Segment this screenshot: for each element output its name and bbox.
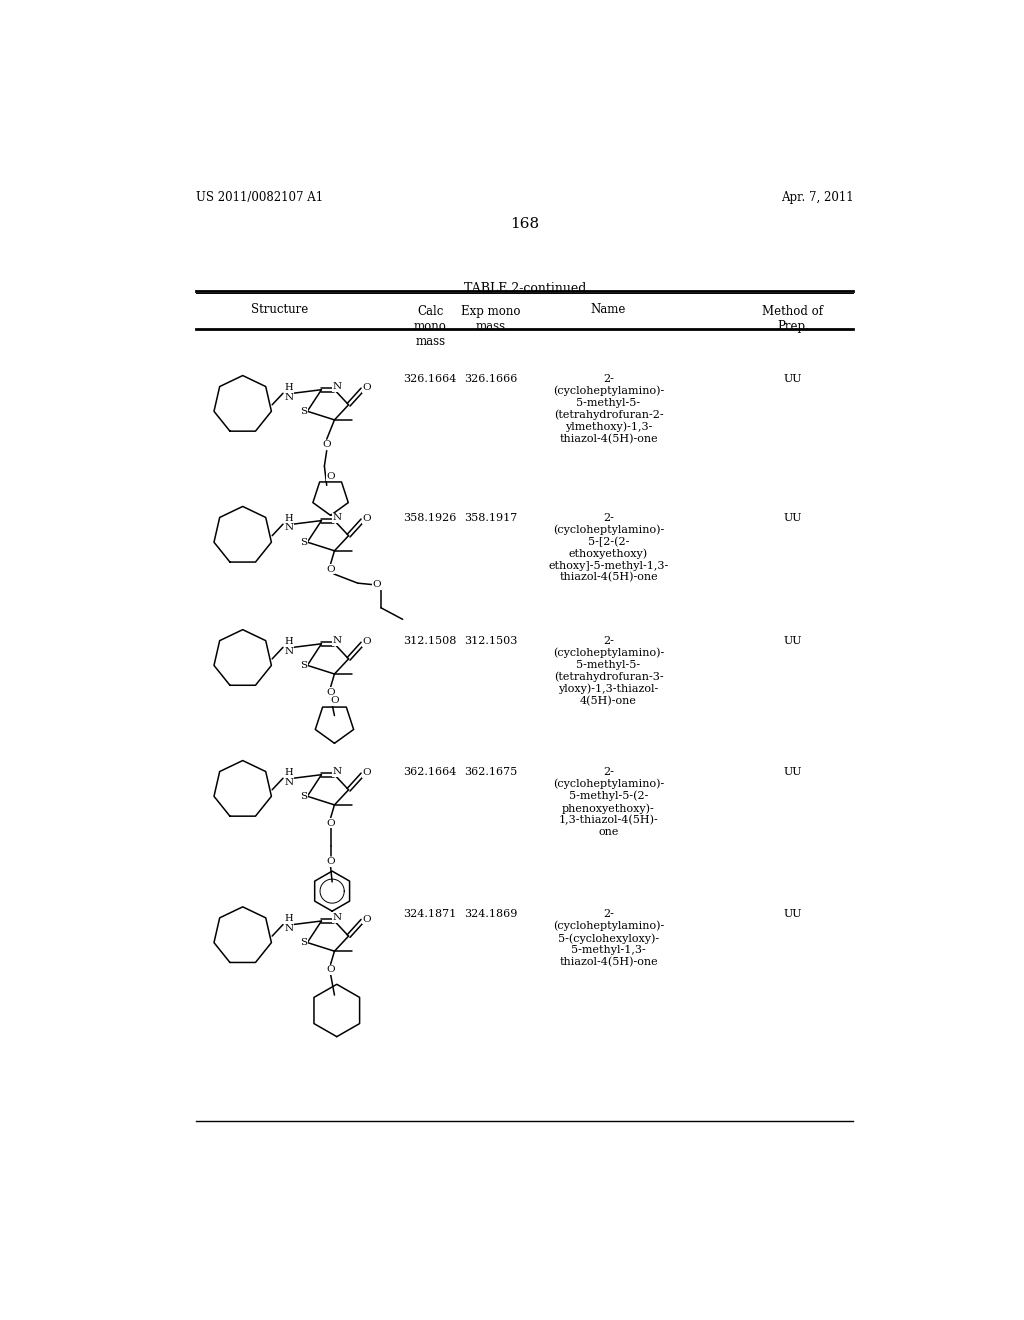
Text: UU: UU (783, 636, 802, 645)
Text: 362.1664: 362.1664 (403, 767, 457, 776)
Text: 362.1675: 362.1675 (464, 767, 517, 776)
Text: S: S (300, 537, 307, 546)
Text: Name: Name (591, 304, 627, 317)
Text: 324.1869: 324.1869 (464, 909, 517, 919)
Text: N: N (332, 636, 341, 645)
Text: 312.1508: 312.1508 (403, 636, 457, 645)
Text: N: N (332, 381, 341, 391)
Text: O: O (373, 581, 381, 589)
Text: 2-
(cycloheptylamino)-
5-[2-(2-
ethoxyethoxy)
ethoxy]-5-methyl-1,3-
thiazol-4(5H: 2- (cycloheptylamino)- 5-[2-(2- ethoxyet… (549, 512, 669, 582)
Text: 326.1664: 326.1664 (403, 374, 457, 384)
Text: UU: UU (783, 512, 802, 523)
Text: O: O (362, 383, 372, 392)
Text: O: O (327, 818, 335, 828)
Text: UU: UU (783, 909, 802, 919)
Text: H: H (285, 513, 294, 523)
Text: O: O (362, 638, 372, 647)
Text: O: O (327, 688, 335, 697)
Text: O: O (327, 965, 335, 974)
Text: O: O (327, 858, 335, 866)
Text: 326.1666: 326.1666 (464, 374, 517, 384)
Text: N: N (285, 392, 294, 401)
Text: Calc
mono
mass: Calc mono mass (414, 305, 446, 348)
Text: S: S (300, 407, 307, 416)
Text: N: N (332, 513, 341, 521)
Text: O: O (327, 471, 335, 480)
Text: N: N (285, 524, 294, 532)
Text: TABLE 2-continued: TABLE 2-continued (464, 281, 586, 294)
Text: H: H (285, 913, 294, 923)
Text: 2-
(cycloheptylamino)-
5-(cyclohexyloxy)-
5-methyl-1,3-
thiazol-4(5H)-one: 2- (cycloheptylamino)- 5-(cyclohexyloxy)… (553, 909, 665, 968)
Text: H: H (285, 636, 294, 645)
Text: 2-
(cycloheptylamino)-
5-methyl-5-
(tetrahydrofuran-2-
ylmethoxy)-1,3-
thiazol-4: 2- (cycloheptylamino)- 5-methyl-5- (tetr… (553, 374, 665, 445)
Text: N: N (332, 913, 341, 923)
Text: 168: 168 (510, 216, 540, 231)
Text: N: N (332, 767, 341, 776)
Text: 358.1917: 358.1917 (464, 512, 517, 523)
Text: UU: UU (783, 374, 802, 384)
Text: 2-
(cycloheptylamino)-
5-methyl-5-
(tetrahydrofuran-3-
yloxy)-1,3-thiazol-
4(5H): 2- (cycloheptylamino)- 5-methyl-5- (tetr… (553, 636, 665, 706)
Text: Apr. 7, 2011: Apr. 7, 2011 (780, 191, 853, 203)
Text: 312.1503: 312.1503 (464, 636, 517, 645)
Text: H: H (285, 768, 294, 776)
Text: 324.1871: 324.1871 (403, 909, 457, 919)
Text: O: O (362, 768, 372, 777)
Text: H: H (285, 383, 294, 392)
Text: N: N (285, 647, 294, 656)
Text: Method of
Prep.: Method of Prep. (763, 305, 823, 334)
Text: S: S (300, 792, 307, 801)
Text: O: O (362, 515, 372, 523)
Text: 2-
(cycloheptylamino)-
5-methyl-5-(2-
phenoxyethoxy)-
1,3-thiazol-4(5H)-
one: 2- (cycloheptylamino)- 5-methyl-5-(2- ph… (553, 767, 665, 837)
Text: US 2011/0082107 A1: US 2011/0082107 A1 (197, 191, 324, 203)
Text: 358.1926: 358.1926 (403, 512, 457, 523)
Text: Structure: Structure (251, 304, 308, 317)
Text: O: O (330, 697, 339, 705)
Text: UU: UU (783, 767, 802, 776)
Text: O: O (327, 565, 335, 574)
Text: N: N (285, 924, 294, 933)
Text: S: S (300, 939, 307, 946)
Text: S: S (300, 661, 307, 669)
Text: O: O (362, 915, 372, 924)
Text: O: O (323, 440, 331, 449)
Text: N: N (285, 777, 294, 787)
Text: Exp mono
mass: Exp mono mass (461, 305, 520, 334)
